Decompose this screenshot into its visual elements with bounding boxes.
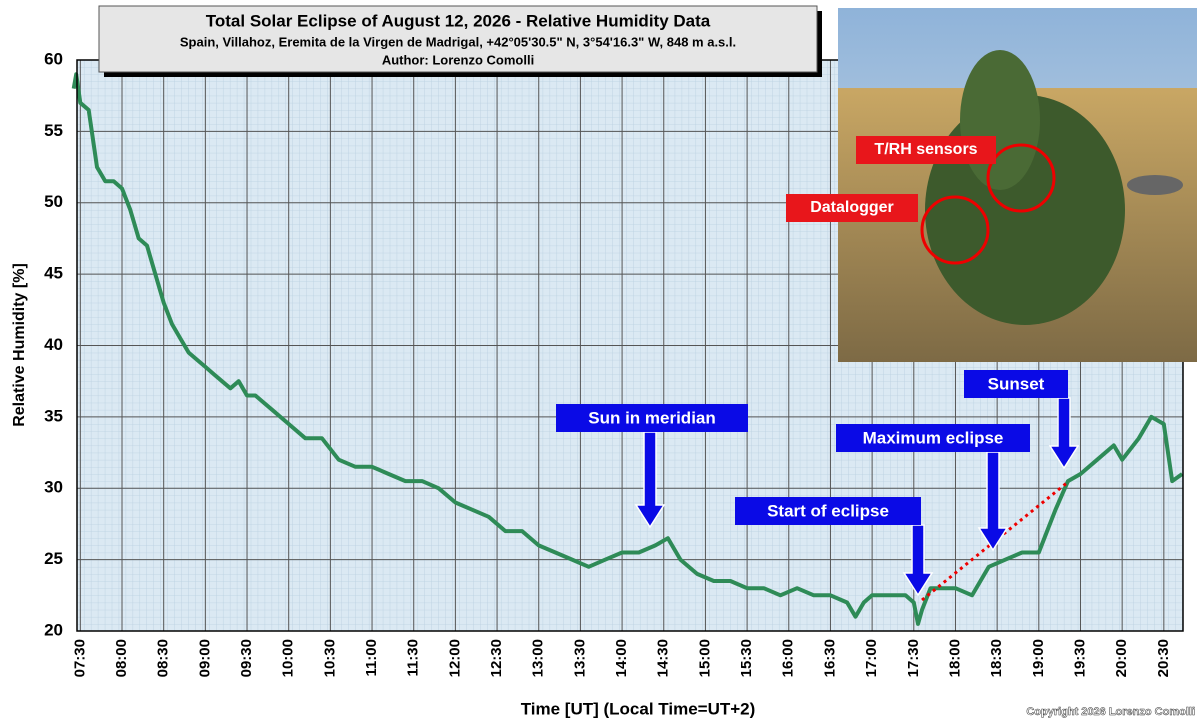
x-tick-label: 15:00 <box>696 639 713 677</box>
x-tick-label: 12:30 <box>488 639 505 677</box>
y-tick-label: 60 <box>44 49 63 68</box>
x-tick-label: 19:00 <box>1030 639 1047 677</box>
annotation-label: Maximum eclipse <box>863 428 1004 447</box>
x-tick-label: 18:30 <box>988 639 1005 677</box>
subtitle: Spain, Villahoz, Eremita de la Virgen de… <box>180 34 736 49</box>
y-tick-label: 25 <box>44 549 63 568</box>
x-tick-label: 10:00 <box>280 639 297 677</box>
annotation-arrow <box>1048 397 1080 470</box>
x-tick-label: 18:00 <box>946 639 963 677</box>
photo: T/RH sensors Datalogger <box>786 8 1197 362</box>
x-tick-label: 09:30 <box>238 639 255 677</box>
annotation-arrow <box>977 451 1009 552</box>
annotation-label: Sunset <box>988 374 1045 393</box>
x-tick-label: 08:00 <box>113 639 130 677</box>
x-tick-label: 20:00 <box>1113 639 1130 677</box>
x-tick-label: 11:00 <box>363 639 380 677</box>
annotation-box <box>556 404 748 432</box>
title-box: Total Solar Eclipse of August 12, 2026 -… <box>98 5 822 77</box>
x-tick-label: 17:30 <box>905 639 922 677</box>
x-tick-label: 15:30 <box>738 639 755 677</box>
annotation-box <box>735 497 921 525</box>
x-tick-label: 12:00 <box>446 639 463 677</box>
x-tick-label: 11:30 <box>405 639 422 677</box>
x-tick-label: 09:00 <box>196 639 213 677</box>
annotation-label: Sun in meridian <box>588 408 716 427</box>
y-tick-label: 40 <box>44 335 63 354</box>
annotation-label: Start of eclipse <box>767 501 889 520</box>
annotation-arrow <box>634 431 666 529</box>
x-tick-label: 10:30 <box>321 639 338 677</box>
x-axis-label: Time [UT] (Local Time=UT+2) <box>521 699 756 718</box>
x-tick-label: 13:00 <box>530 639 547 677</box>
x-tick-label: 14:30 <box>655 639 672 677</box>
annotation-box <box>836 424 1030 452</box>
y-tick-label: 20 <box>44 620 63 639</box>
y-axis-label: Relative Humidity [%] <box>11 263 28 427</box>
photo-label: T/RH sensors <box>874 141 977 158</box>
y-tick-label: 50 <box>44 192 63 211</box>
x-tick-label: 17:00 <box>863 639 880 677</box>
y-tick-label: 55 <box>44 121 63 140</box>
x-tick-label: 16:00 <box>780 639 797 677</box>
annotation-box <box>964 370 1068 398</box>
y-tick-label: 35 <box>44 406 63 425</box>
x-tick-label: 13:30 <box>571 639 588 677</box>
x-tick-label: 07:30 <box>71 639 88 677</box>
x-tick-label: 14:00 <box>613 639 630 677</box>
data-line <box>71 72 1184 626</box>
annotation-arrow <box>902 524 934 597</box>
title: Total Solar Eclipse of August 12, 2026 -… <box>206 11 711 30</box>
photo-label: Datalogger <box>810 199 894 216</box>
x-tick-label: 20:30 <box>1155 639 1172 677</box>
y-tick-label: 30 <box>44 478 63 497</box>
y-tick-label: 45 <box>44 264 63 283</box>
x-tick-label: 19:30 <box>1071 639 1088 677</box>
author: Author: Lorenzo Comolli <box>382 52 534 67</box>
x-tick-label: 08:30 <box>155 639 172 677</box>
credit: Copyright 2026 Lorenzo Comolli <box>1026 706 1195 718</box>
x-tick-label: 16:30 <box>821 639 838 677</box>
